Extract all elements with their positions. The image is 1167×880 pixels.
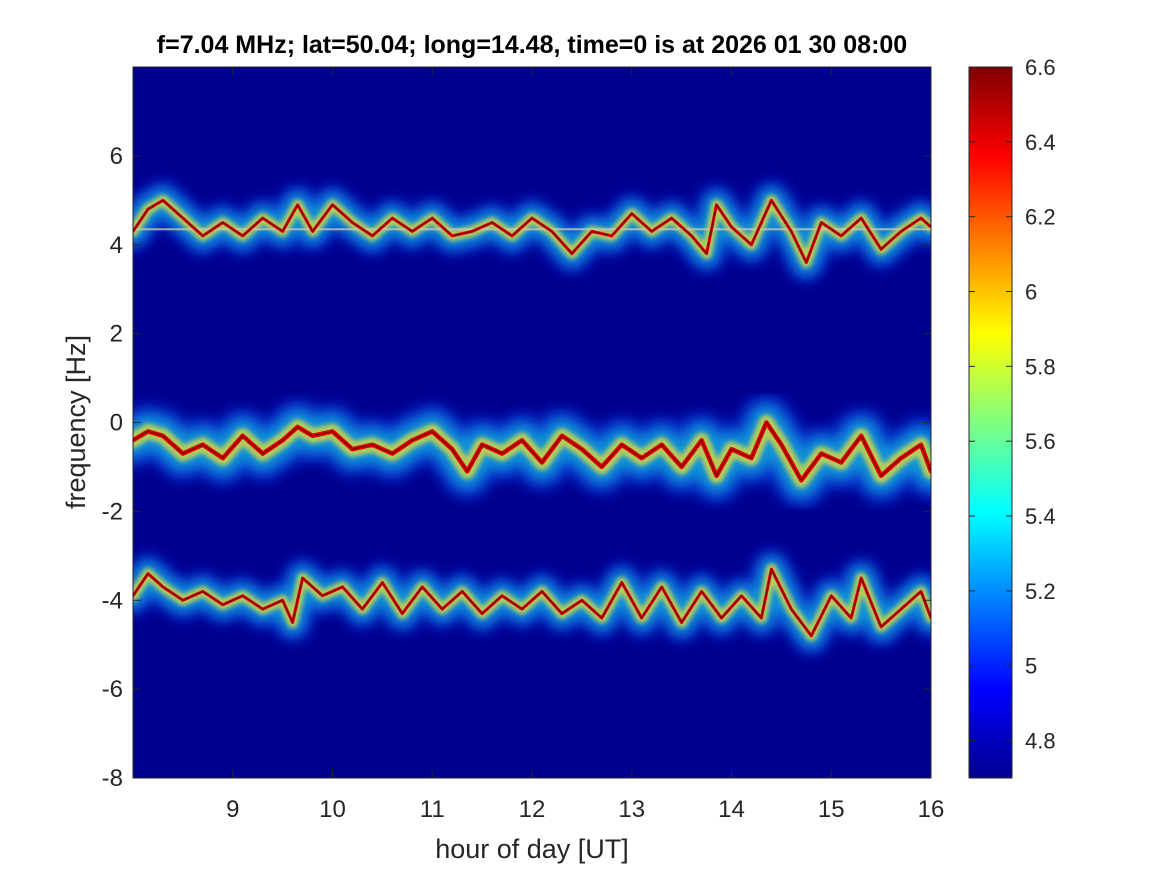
band-0-core (133, 199, 931, 264)
x-tick-label: 9 (226, 796, 239, 823)
colorbar-tick-label: 6.6 (1025, 55, 1056, 80)
y-tick-label: -6 (102, 676, 123, 703)
plot-area (132, 66, 932, 779)
colorbar-tick-label: 5.4 (1025, 504, 1056, 529)
colorbar-ticks: 4.8 5 5.2 5.4 5.6 5.8 6 6.2 6.4 6.6 (969, 55, 1056, 754)
x-tick-label: 14 (718, 796, 745, 823)
colorbar-tick-label: 5.2 (1025, 579, 1056, 604)
y-tick-label: 0 (110, 410, 123, 437)
x-tick-label: 15 (818, 796, 845, 823)
band-0 (133, 181, 931, 282)
x-axis-label: hour of day [UT] (435, 834, 629, 864)
band-1 (133, 395, 931, 508)
colorbar: 4.8 5 5.2 5.4 5.6 5.8 6 6.2 6.4 6.6 (968, 55, 1056, 779)
band-1-core (133, 421, 931, 481)
y-tick-label: 6 (110, 143, 123, 170)
colorbar-tick-label: 5.8 (1025, 354, 1056, 379)
colorbar-tick-label: 6 (1025, 280, 1037, 305)
y-tick-label: -2 (102, 498, 123, 525)
y-tick-label: 4 (110, 232, 123, 259)
x-axis: 9 10 11 12 13 14 15 16 (226, 67, 944, 823)
y-tick-label: -4 (102, 587, 123, 614)
bands-layer (133, 181, 931, 655)
y-tick-label: 2 (110, 321, 123, 348)
colorbar-tick-label: 6.2 (1025, 205, 1056, 230)
y-axis: -8 -6 -4 -2 0 2 4 6 (102, 143, 931, 792)
x-tick-label: 13 (618, 796, 645, 823)
colorbar-tick-label: 5 (1025, 654, 1037, 679)
band-2-core (133, 568, 931, 637)
x-tick-label: 12 (519, 796, 546, 823)
x-tick-label: 16 (918, 796, 945, 823)
colorbar-tick-label: 6.4 (1025, 130, 1056, 155)
colorbar-tick-label: 5.6 (1025, 429, 1056, 454)
band-2 (133, 549, 931, 655)
colorbar-gradient (968, 66, 1013, 779)
x-tick-label: 11 (420, 796, 445, 823)
x-tick-label: 10 (319, 796, 346, 823)
y-tick-label: -8 (102, 765, 123, 792)
chart-title: f=7.04 MHz; lat=50.04; long=14.48, time=… (157, 31, 907, 59)
colorbar-tick-label: 4.8 (1025, 729, 1056, 754)
y-axis-label: frequency [Hz] (61, 335, 91, 509)
